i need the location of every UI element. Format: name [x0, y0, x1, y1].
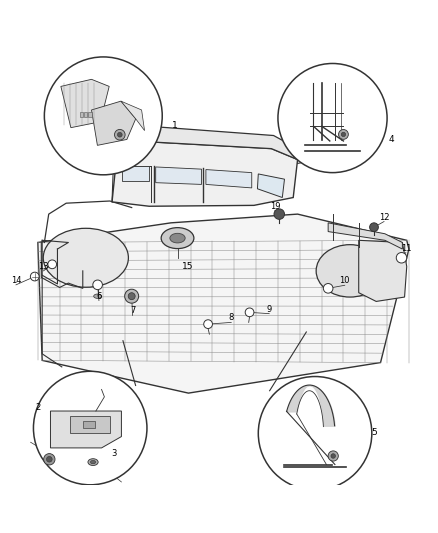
Circle shape [339, 130, 348, 139]
Polygon shape [112, 142, 297, 206]
Ellipse shape [161, 228, 194, 248]
Text: 12: 12 [379, 213, 389, 222]
Text: 14: 14 [11, 276, 21, 285]
Text: 4: 4 [389, 134, 394, 143]
Polygon shape [61, 79, 109, 128]
Text: 10: 10 [339, 276, 350, 285]
Text: 9: 9 [267, 305, 272, 313]
Text: 11: 11 [401, 244, 411, 253]
Circle shape [328, 451, 338, 461]
Polygon shape [88, 112, 92, 117]
Polygon shape [84, 112, 88, 117]
Circle shape [341, 132, 346, 136]
Text: 19: 19 [270, 201, 280, 211]
Polygon shape [359, 240, 407, 302]
Ellipse shape [170, 233, 185, 243]
Text: 1: 1 [172, 122, 178, 131]
Ellipse shape [316, 245, 384, 297]
Polygon shape [121, 101, 145, 131]
Circle shape [93, 280, 102, 289]
Circle shape [46, 456, 52, 462]
Text: 6: 6 [96, 292, 102, 301]
Polygon shape [328, 223, 403, 249]
Circle shape [274, 209, 285, 220]
Circle shape [44, 57, 162, 175]
Circle shape [48, 260, 57, 269]
Polygon shape [206, 169, 252, 188]
Text: 7: 7 [130, 306, 135, 316]
Text: 15: 15 [182, 262, 194, 271]
Circle shape [204, 320, 212, 328]
Text: 13: 13 [38, 262, 49, 271]
Ellipse shape [88, 459, 98, 465]
Ellipse shape [43, 228, 128, 287]
Circle shape [331, 454, 336, 458]
Circle shape [114, 130, 125, 140]
Circle shape [117, 132, 122, 137]
Polygon shape [80, 112, 83, 117]
Polygon shape [50, 411, 121, 448]
Circle shape [125, 289, 139, 303]
Circle shape [245, 308, 254, 317]
Polygon shape [155, 167, 201, 184]
Polygon shape [71, 416, 110, 433]
Circle shape [33, 372, 147, 485]
Polygon shape [122, 166, 149, 181]
Circle shape [323, 284, 333, 293]
Ellipse shape [94, 294, 102, 298]
Polygon shape [117, 127, 297, 159]
Text: 3: 3 [111, 449, 117, 458]
Ellipse shape [91, 461, 95, 464]
Circle shape [44, 454, 55, 465]
Text: 8: 8 [229, 313, 234, 322]
Circle shape [258, 376, 372, 490]
Text: 2: 2 [35, 402, 41, 411]
Circle shape [128, 293, 135, 300]
Circle shape [396, 253, 407, 263]
Circle shape [370, 223, 378, 231]
Polygon shape [38, 214, 409, 393]
Polygon shape [83, 421, 95, 428]
Polygon shape [258, 174, 285, 198]
Polygon shape [92, 101, 136, 146]
Circle shape [30, 272, 39, 281]
Text: 5: 5 [371, 428, 377, 437]
Circle shape [278, 63, 387, 173]
